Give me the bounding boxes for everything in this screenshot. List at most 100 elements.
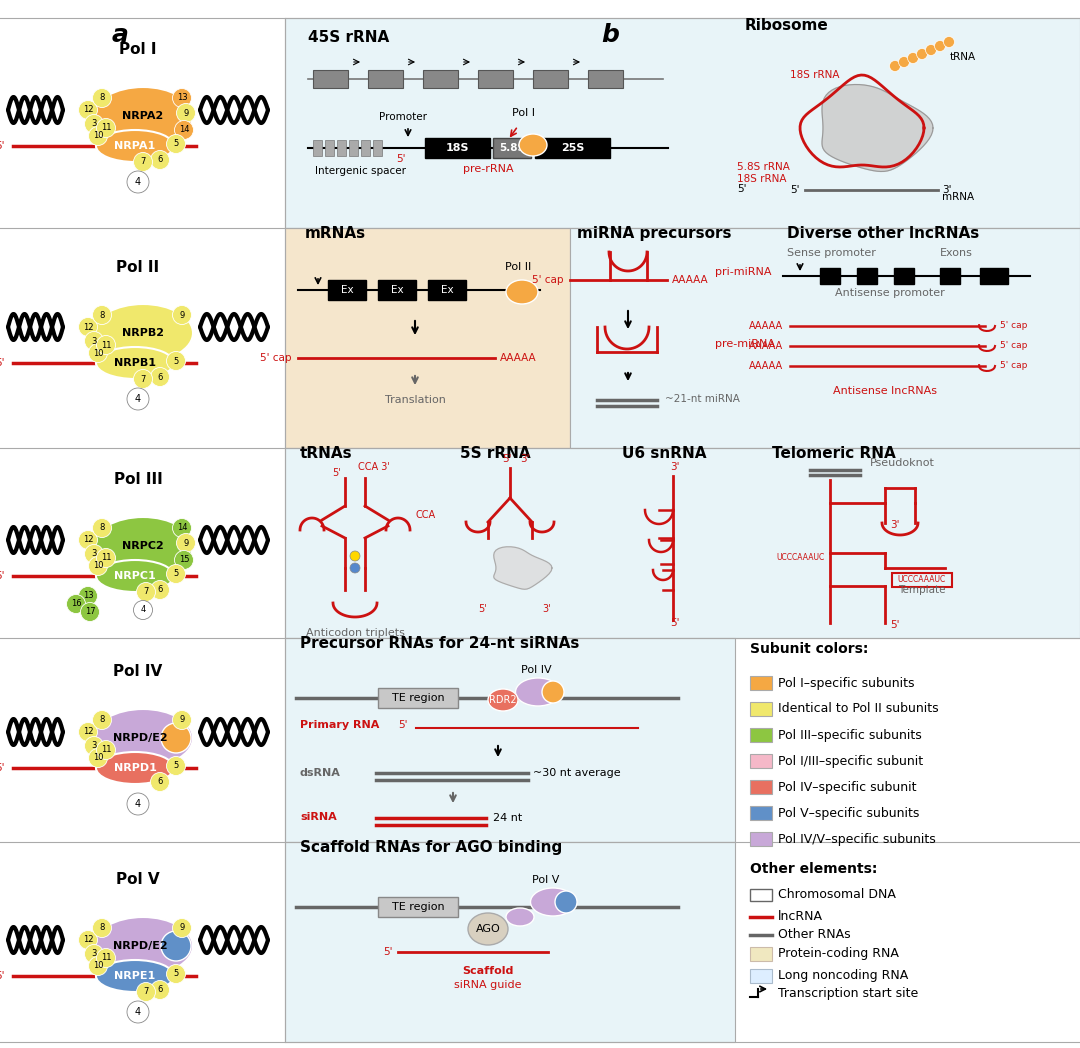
Text: Other elements:: Other elements: — [750, 863, 877, 876]
Text: 5': 5' — [396, 154, 406, 163]
FancyBboxPatch shape — [980, 268, 1008, 284]
Text: AAAAA: AAAAA — [748, 341, 783, 351]
Ellipse shape — [555, 891, 577, 913]
FancyBboxPatch shape — [349, 140, 357, 156]
Circle shape — [79, 722, 97, 742]
Text: 5': 5' — [791, 185, 800, 195]
Text: 3': 3' — [942, 185, 951, 195]
Circle shape — [134, 370, 152, 389]
Text: 11: 11 — [100, 745, 111, 755]
FancyBboxPatch shape — [313, 70, 348, 88]
FancyBboxPatch shape — [368, 70, 403, 88]
Text: Ex: Ex — [340, 285, 353, 294]
Text: 12: 12 — [83, 727, 93, 737]
Text: 5' cap: 5' cap — [260, 353, 292, 363]
Circle shape — [127, 1001, 149, 1023]
Text: 3': 3' — [542, 604, 551, 614]
Text: 3: 3 — [92, 549, 97, 559]
Circle shape — [127, 793, 149, 815]
Ellipse shape — [530, 888, 576, 916]
Text: Scaffold: Scaffold — [462, 966, 514, 976]
Text: 10: 10 — [93, 754, 104, 763]
Circle shape — [127, 171, 149, 193]
FancyBboxPatch shape — [361, 140, 370, 156]
Circle shape — [926, 44, 936, 56]
Ellipse shape — [96, 130, 174, 162]
Text: Sense promoter: Sense promoter — [787, 248, 876, 258]
Text: Pol V–specific subunits: Pol V–specific subunits — [778, 807, 919, 820]
Text: UCCCAAAUC: UCCCAAAUC — [777, 553, 825, 562]
Text: 10: 10 — [93, 131, 104, 140]
Ellipse shape — [96, 560, 174, 592]
Text: 6: 6 — [158, 155, 163, 165]
Circle shape — [173, 519, 191, 538]
FancyBboxPatch shape — [478, 70, 513, 88]
Circle shape — [134, 153, 152, 172]
Circle shape — [934, 41, 945, 51]
Text: 5': 5' — [399, 720, 407, 730]
Text: siRNA guide: siRNA guide — [455, 980, 522, 990]
FancyBboxPatch shape — [285, 842, 735, 1042]
Text: 5: 5 — [174, 139, 178, 149]
Text: Pol III: Pol III — [113, 473, 162, 487]
Text: 5': 5' — [737, 184, 746, 194]
Circle shape — [350, 563, 360, 573]
Text: 5': 5' — [0, 763, 5, 773]
Text: Pol I–specific subunits: Pol I–specific subunits — [778, 677, 915, 690]
FancyBboxPatch shape — [378, 280, 416, 300]
Circle shape — [907, 52, 918, 64]
Circle shape — [150, 151, 170, 170]
Text: 7: 7 — [144, 987, 149, 997]
Text: Protein-coding RNA: Protein-coding RNA — [778, 947, 899, 961]
Text: mRNAs: mRNAs — [305, 226, 366, 241]
Text: 5': 5' — [478, 604, 487, 614]
Text: 3: 3 — [92, 949, 97, 959]
FancyBboxPatch shape — [750, 780, 772, 794]
Text: 8: 8 — [99, 524, 105, 532]
Circle shape — [89, 127, 108, 146]
Text: 5' cap: 5' cap — [1000, 322, 1027, 330]
Circle shape — [79, 530, 97, 549]
Text: 17: 17 — [84, 608, 95, 616]
Circle shape — [134, 601, 152, 619]
Text: 5': 5' — [0, 971, 5, 981]
Circle shape — [127, 388, 149, 410]
Circle shape — [79, 931, 97, 949]
Text: 13: 13 — [83, 591, 93, 601]
Text: 12: 12 — [83, 536, 93, 545]
Text: NRPD/E2: NRPD/E2 — [112, 941, 167, 951]
Text: 3: 3 — [92, 119, 97, 129]
Ellipse shape — [519, 134, 546, 156]
Text: 4: 4 — [135, 799, 141, 809]
Circle shape — [136, 983, 156, 1002]
Text: 7: 7 — [140, 374, 146, 384]
Text: 24 nt: 24 nt — [492, 813, 523, 823]
Text: dsRNA: dsRNA — [300, 768, 341, 778]
Text: 12: 12 — [83, 936, 93, 944]
FancyBboxPatch shape — [285, 228, 570, 447]
Text: Pol IV–specific subunit: Pol IV–specific subunit — [778, 781, 917, 793]
Text: Other RNAs: Other RNAs — [778, 929, 851, 941]
Text: 5': 5' — [332, 468, 341, 478]
Circle shape — [173, 711, 191, 729]
Ellipse shape — [93, 709, 193, 767]
Circle shape — [93, 306, 111, 325]
Text: Diverse other lncRNAs: Diverse other lncRNAs — [787, 226, 980, 241]
Circle shape — [150, 368, 170, 387]
Text: Antisense promoter: Antisense promoter — [835, 288, 945, 298]
FancyBboxPatch shape — [492, 138, 531, 158]
Circle shape — [173, 918, 191, 938]
Circle shape — [150, 581, 170, 599]
Text: b: b — [602, 23, 619, 47]
Text: 10: 10 — [93, 961, 104, 970]
FancyBboxPatch shape — [378, 897, 458, 917]
Text: NRPC1: NRPC1 — [114, 571, 156, 581]
Text: 5': 5' — [670, 618, 679, 628]
Text: Pol I/III–specific subunit: Pol I/III–specific subunit — [778, 755, 923, 767]
Ellipse shape — [93, 917, 193, 975]
Text: 4: 4 — [140, 606, 146, 614]
Text: 11: 11 — [100, 553, 111, 563]
Text: 5: 5 — [174, 762, 178, 770]
Text: 5.8S rRNA: 5.8S rRNA — [737, 162, 789, 172]
Ellipse shape — [507, 908, 534, 926]
